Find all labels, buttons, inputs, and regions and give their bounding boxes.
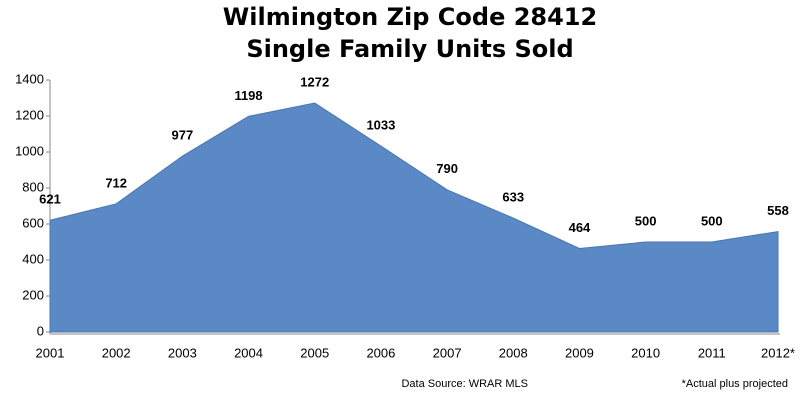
y-tick-label: 800 <box>22 179 44 194</box>
source-note: Data Source: WRAR MLS <box>401 378 528 390</box>
y-tick-label: 200 <box>22 287 44 302</box>
y-tick-label: 0 <box>37 323 44 338</box>
data-label: 1272 <box>300 74 329 89</box>
x-tick-label: 2009 <box>565 345 594 360</box>
chart-subtitle: Single Family Units Sold <box>246 35 573 63</box>
y-tick-label: 1000 <box>15 143 44 158</box>
y-tick-label: 1200 <box>15 107 44 122</box>
data-label: 790 <box>436 161 458 176</box>
x-tick-label: 2002 <box>102 345 131 360</box>
y-tick-label: 1400 <box>15 71 44 86</box>
footnote: *Actual plus projected <box>682 378 788 390</box>
data-label: 1198 <box>234 88 262 103</box>
data-label: 500 <box>701 213 723 228</box>
data-label: 464 <box>569 220 591 235</box>
area <box>49 102 779 333</box>
x-tick-label: 2010 <box>631 345 660 360</box>
x-tick-label: 2007 <box>433 345 462 360</box>
x-tick-label: 2001 <box>36 345 65 360</box>
data-label: 712 <box>105 175 127 190</box>
data-label: 977 <box>172 128 194 143</box>
x-tick-label: 2011 <box>698 345 726 360</box>
data-label: 621 <box>39 192 61 207</box>
x-tick-label: 2003 <box>168 345 197 360</box>
data-label: 558 <box>767 203 789 218</box>
y-tick-label: 600 <box>22 215 44 230</box>
x-tick-label: 2012* <box>761 345 795 360</box>
data-label: 1033 <box>366 117 395 132</box>
data-label: 500 <box>635 213 657 228</box>
data-label: 633 <box>502 189 524 204</box>
chart-title: Wilmington Zip Code 28412 <box>223 3 597 31</box>
x-tick-label: 2008 <box>499 345 528 360</box>
x-tick-label: 2004 <box>234 345 263 360</box>
y-tick-label: 400 <box>22 251 44 266</box>
x-tick-label: 2006 <box>366 345 395 360</box>
x-tick-label: 2005 <box>300 345 329 360</box>
